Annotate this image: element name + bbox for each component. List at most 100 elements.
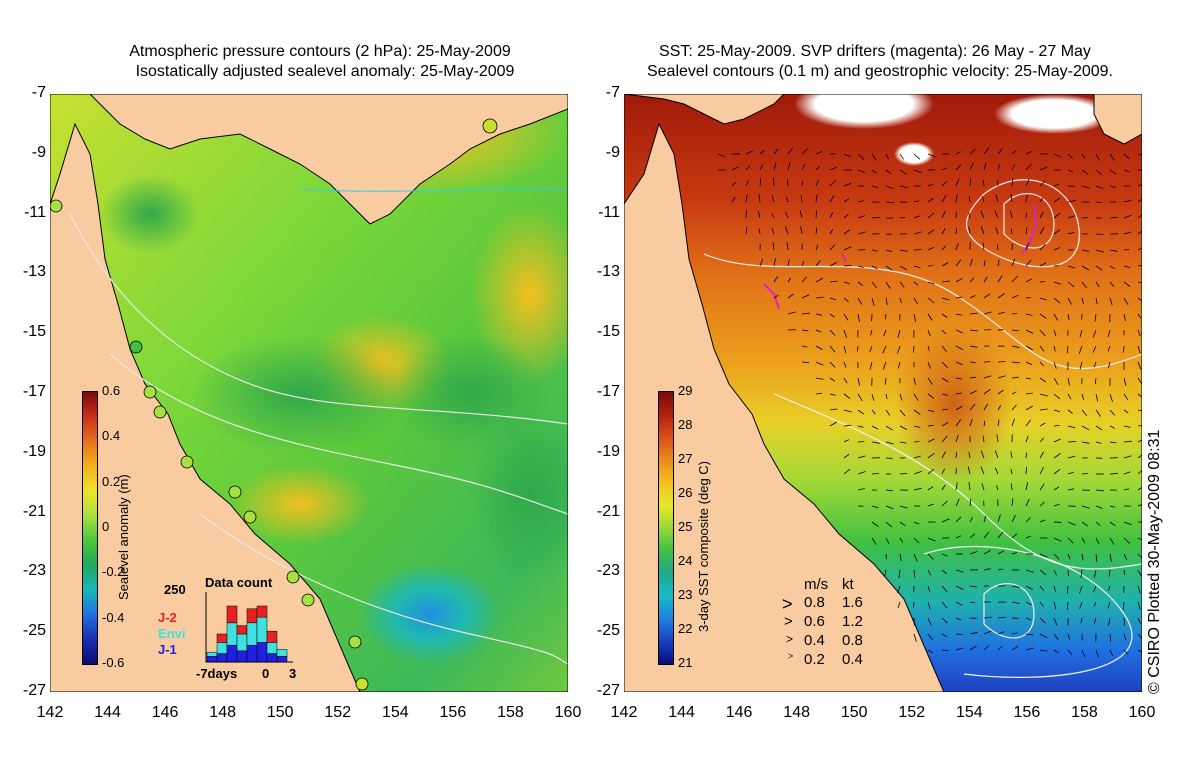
velocity-vector: [1053, 438, 1061, 443]
velocity-vector: [871, 473, 879, 475]
velocity-vector: [1011, 258, 1016, 267]
left_panel-xtick: 142: [36, 704, 64, 721]
left_panel-ytick: -9: [31, 143, 46, 161]
velocity-vector: [1011, 418, 1015, 427]
velocity-vector: [1010, 483, 1013, 491]
velocity-vector: [857, 409, 865, 415]
velocity-vector: [885, 281, 891, 289]
velocity-vector: [1095, 537, 1100, 544]
velocity-vector: [941, 228, 946, 235]
velocity-vector: [885, 521, 893, 528]
velocity-vector: [1123, 488, 1129, 491]
velocity-vector: [983, 375, 992, 379]
left_panel-colorbar-tick: 0.6: [102, 383, 121, 398]
velocity-vector: [1137, 569, 1142, 577]
right-land-png: [624, 94, 785, 125]
velocity-vector: [1039, 451, 1045, 459]
velocity-vector: [1039, 361, 1044, 367]
velocity-vector: [983, 568, 991, 571]
velocity-vector: [1067, 441, 1077, 443]
velocity-vector: [941, 435, 948, 443]
data-count-bar-j1: [226, 644, 238, 663]
velocity-vector: [843, 361, 847, 368]
velocity-vector: [980, 466, 985, 475]
velocity-vector: [771, 227, 775, 235]
velocity-vector: [1011, 404, 1017, 411]
velocity-vector: [1095, 185, 1104, 189]
velocity-vector: [994, 210, 999, 219]
data-count-bar-envi: [206, 651, 218, 657]
velocity-vector: [1025, 195, 1028, 203]
velocity-vector: [1039, 211, 1044, 219]
velocity-vector: [829, 329, 836, 336]
velocity-legend-ms-header: m/s: [804, 576, 829, 593]
velocity-vector: [955, 617, 962, 621]
left-land-australia: [50, 94, 361, 692]
right_panel-colorbar-tick: 24: [678, 553, 693, 568]
velocity-vector: [1109, 169, 1117, 175]
velocity-vector: [913, 553, 918, 562]
velocity-vector: [1067, 409, 1073, 414]
data-count-xlabel: -7days: [196, 666, 238, 681]
velocity-vector: [941, 377, 949, 383]
velocity-vector: [857, 281, 864, 287]
velocity-vector: [1137, 585, 1141, 594]
data-count-bar-envi: [266, 642, 278, 654]
velocity-vector: [829, 297, 837, 301]
data-count-legend-j2: J-2: [158, 610, 177, 625]
velocity-vector: [955, 498, 960, 507]
velocity-vector: [913, 345, 915, 353]
velocity-vector: [1067, 169, 1074, 173]
velocity-vector: [773, 294, 779, 299]
velocity-vector: [983, 147, 990, 155]
right_panel-ytick: -11: [598, 203, 620, 221]
velocity-vector: [1092, 329, 1097, 338]
velocity-vector: [1067, 585, 1069, 594]
left-anomaly-high: [230, 464, 370, 544]
velocity-vector: [1107, 345, 1111, 352]
velocity-vector: [871, 297, 875, 306]
velocity-vector: [801, 260, 805, 267]
velocity-vector: [871, 153, 877, 161]
right-sealevel-contour: [773, 393, 1142, 570]
velocity-vector: [857, 169, 866, 173]
velocity-vector: [1109, 441, 1117, 444]
data-count-bar-envi: [216, 642, 228, 654]
velocity-vector: [1039, 297, 1047, 301]
velocity-vector: [968, 226, 971, 235]
velocity-vector: [1109, 505, 1116, 508]
velocity-vector: [1039, 633, 1048, 639]
velocity-vector: [997, 293, 1005, 299]
velocity-vector: [1081, 169, 1089, 175]
velocity-vector: [843, 468, 851, 475]
velocity-vector: [927, 297, 935, 304]
right_panel-xtick: 144: [668, 704, 695, 721]
velocity-vector: [1025, 405, 1034, 411]
velocity-vector: [857, 215, 866, 219]
right-drifter-track: [1021, 203, 1038, 255]
velocity-vector: [969, 601, 976, 604]
velocity-legend-kt: 1.6: [842, 594, 863, 611]
velocity-vector: [885, 505, 894, 510]
velocity-vector: [870, 329, 873, 336]
velocity-vector: [786, 196, 789, 203]
velocity-vector: [1039, 601, 1044, 607]
velocity-vector: [1053, 425, 1060, 427]
velocity-vector: [871, 521, 879, 527]
velocity-vector: [1123, 199, 1132, 203]
velocity-vector: [1081, 185, 1090, 189]
velocity-vector: [1123, 345, 1125, 353]
velocity-vector: [1123, 617, 1125, 626]
velocity-vector: [1010, 228, 1013, 235]
left-altimeter-point: [129, 340, 143, 354]
velocity-vector: [1011, 345, 1020, 348]
velocity-vector: [871, 216, 881, 219]
velocity-vector: [1109, 297, 1113, 306]
velocity-vector: [927, 265, 934, 267]
velocity-vector: [1025, 633, 1034, 636]
velocity-vector: [941, 484, 946, 491]
velocity-vector: [815, 361, 824, 366]
left-contour: [199, 513, 568, 665]
velocity-vector: [1053, 486, 1060, 491]
velocity-vector: [955, 296, 963, 299]
